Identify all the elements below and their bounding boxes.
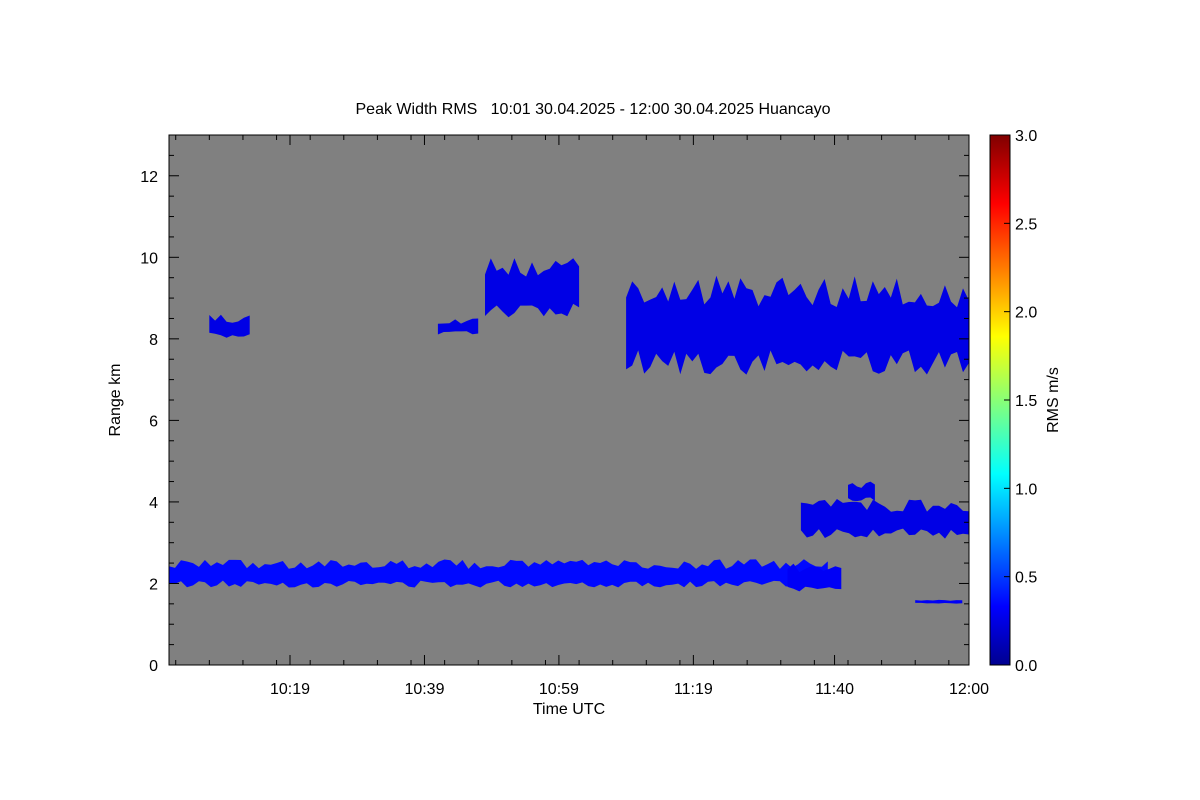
chart-title: Peak Width RMS 10:01 30.04.2025 - 12:00 … xyxy=(356,101,831,118)
y-axis-label: Range km xyxy=(107,364,124,437)
echo-region-cloud-9km-sloping xyxy=(485,258,580,318)
echo-region-layer-at-4km-bump xyxy=(848,481,875,502)
x-tick-label: 10:19 xyxy=(270,681,310,698)
colorbar-tick-label: 3.0 xyxy=(1015,128,1037,145)
y-tick-label: 8 xyxy=(149,332,158,349)
y-tick-label: 12 xyxy=(140,169,158,186)
colorbar-tick-label: 0.5 xyxy=(1015,570,1037,587)
x-tick-label: 12:00 xyxy=(949,681,989,698)
echo-region-upper-cloud-deck xyxy=(626,275,969,375)
echo-region-low-echo-1.5km xyxy=(915,599,963,604)
colorbar-tick-label: 1.5 xyxy=(1015,393,1037,410)
x-axis-label: Time UTC xyxy=(533,701,605,718)
echo-regions xyxy=(169,258,969,604)
x-tick-label: 10:59 xyxy=(539,681,579,698)
colorbar-tick-label: 2.0 xyxy=(1015,305,1037,322)
y-tick-label: 6 xyxy=(149,413,158,430)
y-tick-label: 2 xyxy=(149,576,158,593)
echo-region-cloud-8km-early xyxy=(209,314,250,338)
x-tick-label: 10:39 xyxy=(404,681,444,698)
echo-region-cloud-8.3km-mid xyxy=(437,318,479,335)
x-tick-label: 11:40 xyxy=(815,681,854,698)
y-tick-label: 4 xyxy=(149,495,158,512)
y-axis-ticks: 0 2 4 6 8 10 12 xyxy=(140,154,969,675)
echo-region-sloping-layer-4km xyxy=(800,499,969,539)
colorbar-tick-label: 0.0 xyxy=(1015,658,1037,675)
colorbar-ticks: 0.0 0.5 1.0 1.5 2.0 2.5 3.0 xyxy=(1004,128,1037,675)
y-tick-label: 0 xyxy=(149,658,158,675)
colorbar-label: RMS m/s xyxy=(1045,367,1062,433)
colorbar-tick-label: 1.0 xyxy=(1015,481,1037,498)
y-tick-label: 10 xyxy=(140,250,158,267)
x-tick-label: 11:19 xyxy=(674,681,713,698)
x-axis-ticks: 10:19 10:39 10:59 11:19 11:40 12:00 xyxy=(175,135,989,698)
echo-region-boundary-layer-extension xyxy=(787,563,842,592)
echo-region-boundary-layer-band xyxy=(169,559,828,588)
colorbar-tick-label: 2.5 xyxy=(1015,216,1037,233)
